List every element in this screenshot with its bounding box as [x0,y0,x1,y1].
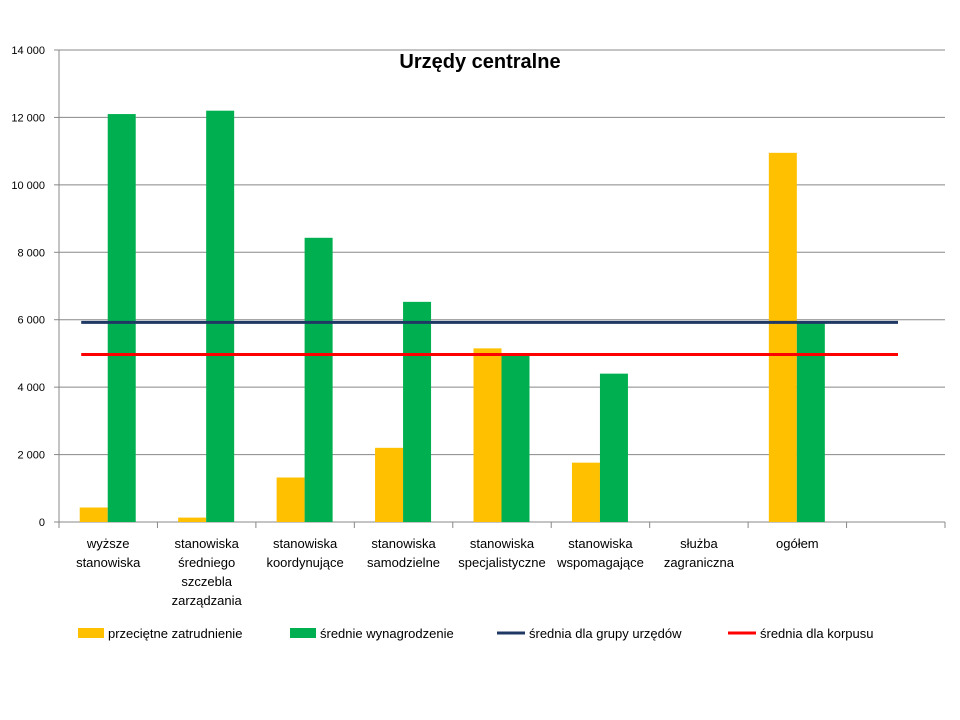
x-category-label: stanowiska [175,536,240,551]
bar-salary [107,114,136,523]
x-category-label: wspomagające [556,555,644,570]
bars [79,110,825,523]
x-category-label: samodzielne [367,555,440,570]
bar-employment [768,152,797,523]
x-category-label: wyższe [86,536,130,551]
bar-employment [473,348,502,522]
y-tick-labels: 0 2 000 4 000 6 000 8 000 10 000 12 000 14 000 [11,45,45,529]
legend-label: średnia dla grupy urzędów [529,626,682,641]
y-tick-label: 4 000 [17,382,45,394]
bar-salary [206,110,235,522]
y-tick-label: 0 [39,517,45,529]
x-category-label: stanowiska [273,536,338,551]
y-tick-label: 8 000 [17,247,45,259]
x-category-label: zarządzania [172,593,243,608]
legend-label: przeciętne zatrudnienie [108,626,242,641]
legend-swatch [78,628,104,638]
x-category-label: średniego [178,555,235,570]
bar-salary [304,237,333,522]
x-category-label: ogółem [776,536,819,551]
bar-salary [501,354,530,522]
y-tick-label: 2 000 [17,450,45,462]
y-tick-label: 10 000 [11,180,45,192]
legend-swatch [290,628,316,638]
legend-label: średnia dla korpusu [760,626,873,641]
x-category-label: stanowiska [568,536,633,551]
y-tick-label: 6 000 [17,315,45,327]
bar-employment [79,507,108,522]
bar-employment [178,517,207,522]
x-category-label: specjalistyczne [458,555,545,570]
y-tick-label: 14 000 [11,45,45,57]
legend-label: średnie wynagrodzenie [320,626,454,641]
y-tick-label: 12 000 [11,112,45,124]
x-category-label: zagraniczna [664,555,735,570]
x-category-label: koordynujące [266,555,343,570]
average-lines [81,320,898,356]
x-category-label: stanowiska [371,536,436,551]
chart-title: Urzędy centralne [399,51,560,73]
bar-salary [796,322,825,522]
bar-salary [599,373,628,522]
bar-employment [375,447,404,522]
x-category-label: stanowiska [76,555,141,570]
legend: przeciętne zatrudnienie średnie wynagrodz… [78,626,873,641]
x-category-label: stanowiska [470,536,535,551]
bar-employment [571,462,600,522]
x-category-label: szczebla [181,574,232,589]
x-category-labels: wyższe stanowiska stanowiska średniego szcze… [76,536,819,608]
x-category-label: służba [680,536,718,551]
bar-salary [403,301,432,522]
bar-employment [276,477,305,522]
